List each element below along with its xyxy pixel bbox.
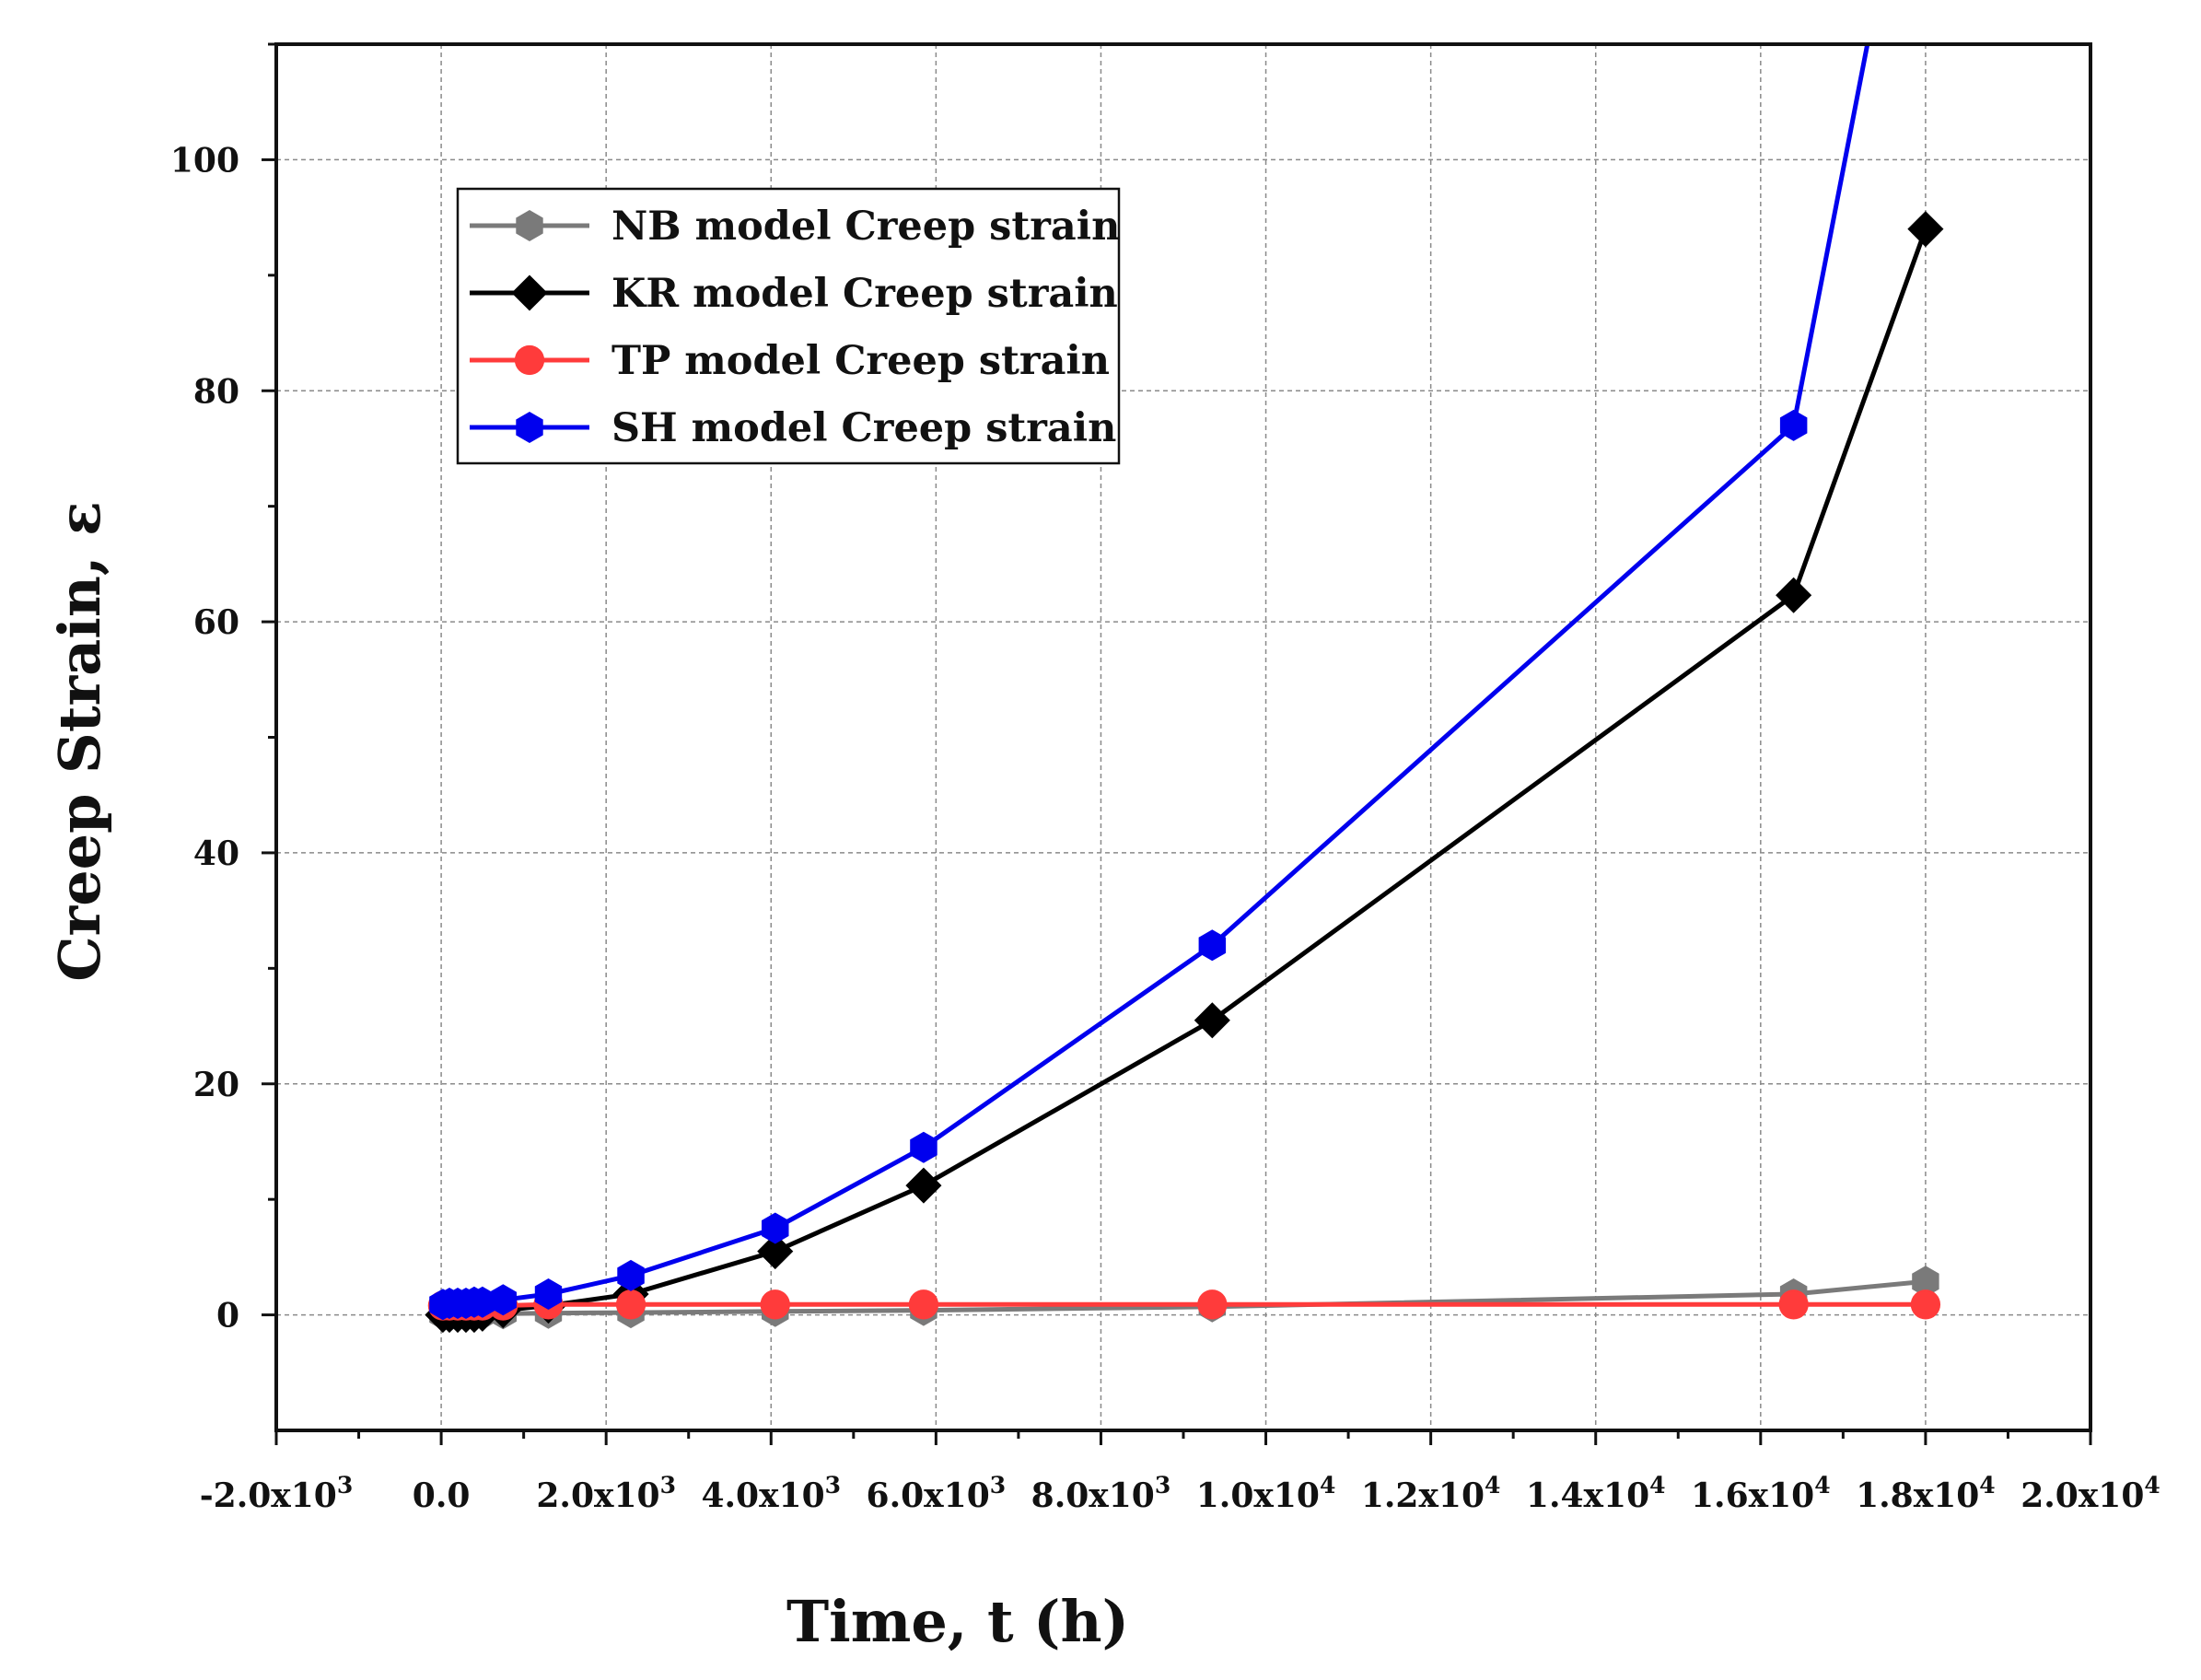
legend-label: KR model Creep strain [611, 271, 1118, 317]
data-point [1778, 1289, 1809, 1320]
legend-item: TP model Creep strain [470, 338, 1110, 384]
grid-lines [276, 44, 2090, 1430]
legend-marker [511, 274, 548, 311]
series-nb [429, 1266, 1939, 1331]
x-tick-label: 2.0x103 [536, 1472, 676, 1515]
data-point [617, 1259, 645, 1291]
data-point [760, 1289, 790, 1320]
plot-area-frame [274, 42, 2092, 1432]
data-point [534, 1278, 563, 1310]
x-tick-label: 2.0x104 [2020, 1472, 2160, 1515]
data-point [1198, 929, 1227, 962]
x-tick-label: -2.0x103 [200, 1472, 354, 1515]
y-axis-title: Creep Strain, ε [46, 501, 113, 982]
x-tick-label: 1.0x104 [1196, 1472, 1336, 1515]
legend-box [456, 187, 1121, 465]
data-point [1194, 1002, 1230, 1039]
data-point [1776, 577, 1812, 613]
data-point [1779, 409, 1808, 441]
legend: NB model Creep strain KR model Creep stra… [456, 187, 1121, 465]
legend-marker [514, 344, 545, 376]
legend-label: TP model Creep strain [611, 338, 1110, 384]
data-point [905, 1167, 942, 1204]
x-tick-label: 1.4x104 [1526, 1472, 1666, 1515]
legend-label: SH model Creep strain [611, 405, 1116, 451]
x-tick-label: 1.2x104 [1361, 1472, 1501, 1515]
x-tick-label: 6.0x103 [867, 1472, 1007, 1515]
legend-marker [516, 210, 543, 241]
x-tick-label: 4.0x103 [701, 1472, 841, 1515]
legend-item: SH model Creep strain [470, 405, 1116, 451]
data-point [908, 1289, 939, 1320]
data-point [469, 1286, 496, 1318]
y-tick-label: 20 [193, 1066, 239, 1104]
series-line [442, 1278, 1927, 1317]
x-tick-label: 0.0 [413, 1476, 471, 1515]
series-line [442, 1301, 1926, 1308]
y-tick-label: 100 [170, 141, 239, 180]
y-tick-label: 80 [193, 372, 239, 411]
data-point [1197, 1289, 1228, 1320]
x-tick-label: 1.6x104 [1691, 1472, 1831, 1515]
data-point [1907, 211, 1944, 248]
data-point [910, 1131, 937, 1163]
data-point [762, 1212, 789, 1244]
data-point [757, 1233, 794, 1270]
x-axis-title: Time, t (h) [786, 1588, 1129, 1655]
data-point [1912, 1266, 1939, 1298]
legend-item: KR model Creep strain [470, 271, 1118, 317]
series-sh [429, 44, 1870, 1321]
y-tick-label: 60 [193, 603, 239, 642]
data-point [489, 1284, 517, 1316]
data-point [1910, 1289, 1941, 1320]
y-tick-label: 40 [193, 834, 239, 873]
x-tick-label: 1.8x104 [1856, 1472, 1996, 1515]
legend-label: NB model Creep strain [611, 204, 1120, 250]
x-tick-label: 8.0x103 [1031, 1472, 1171, 1515]
legend-marker [516, 412, 543, 443]
data-point [615, 1289, 646, 1320]
legend-item: NB model Creep strain [470, 204, 1120, 250]
tick-labels: -2.0x103 0.0 2.0x103 4.0x103 6.0x103 8.0x103 1… [170, 141, 2160, 1515]
data-series [425, 44, 1944, 1334]
y-tick-label: 0 [216, 1297, 239, 1336]
